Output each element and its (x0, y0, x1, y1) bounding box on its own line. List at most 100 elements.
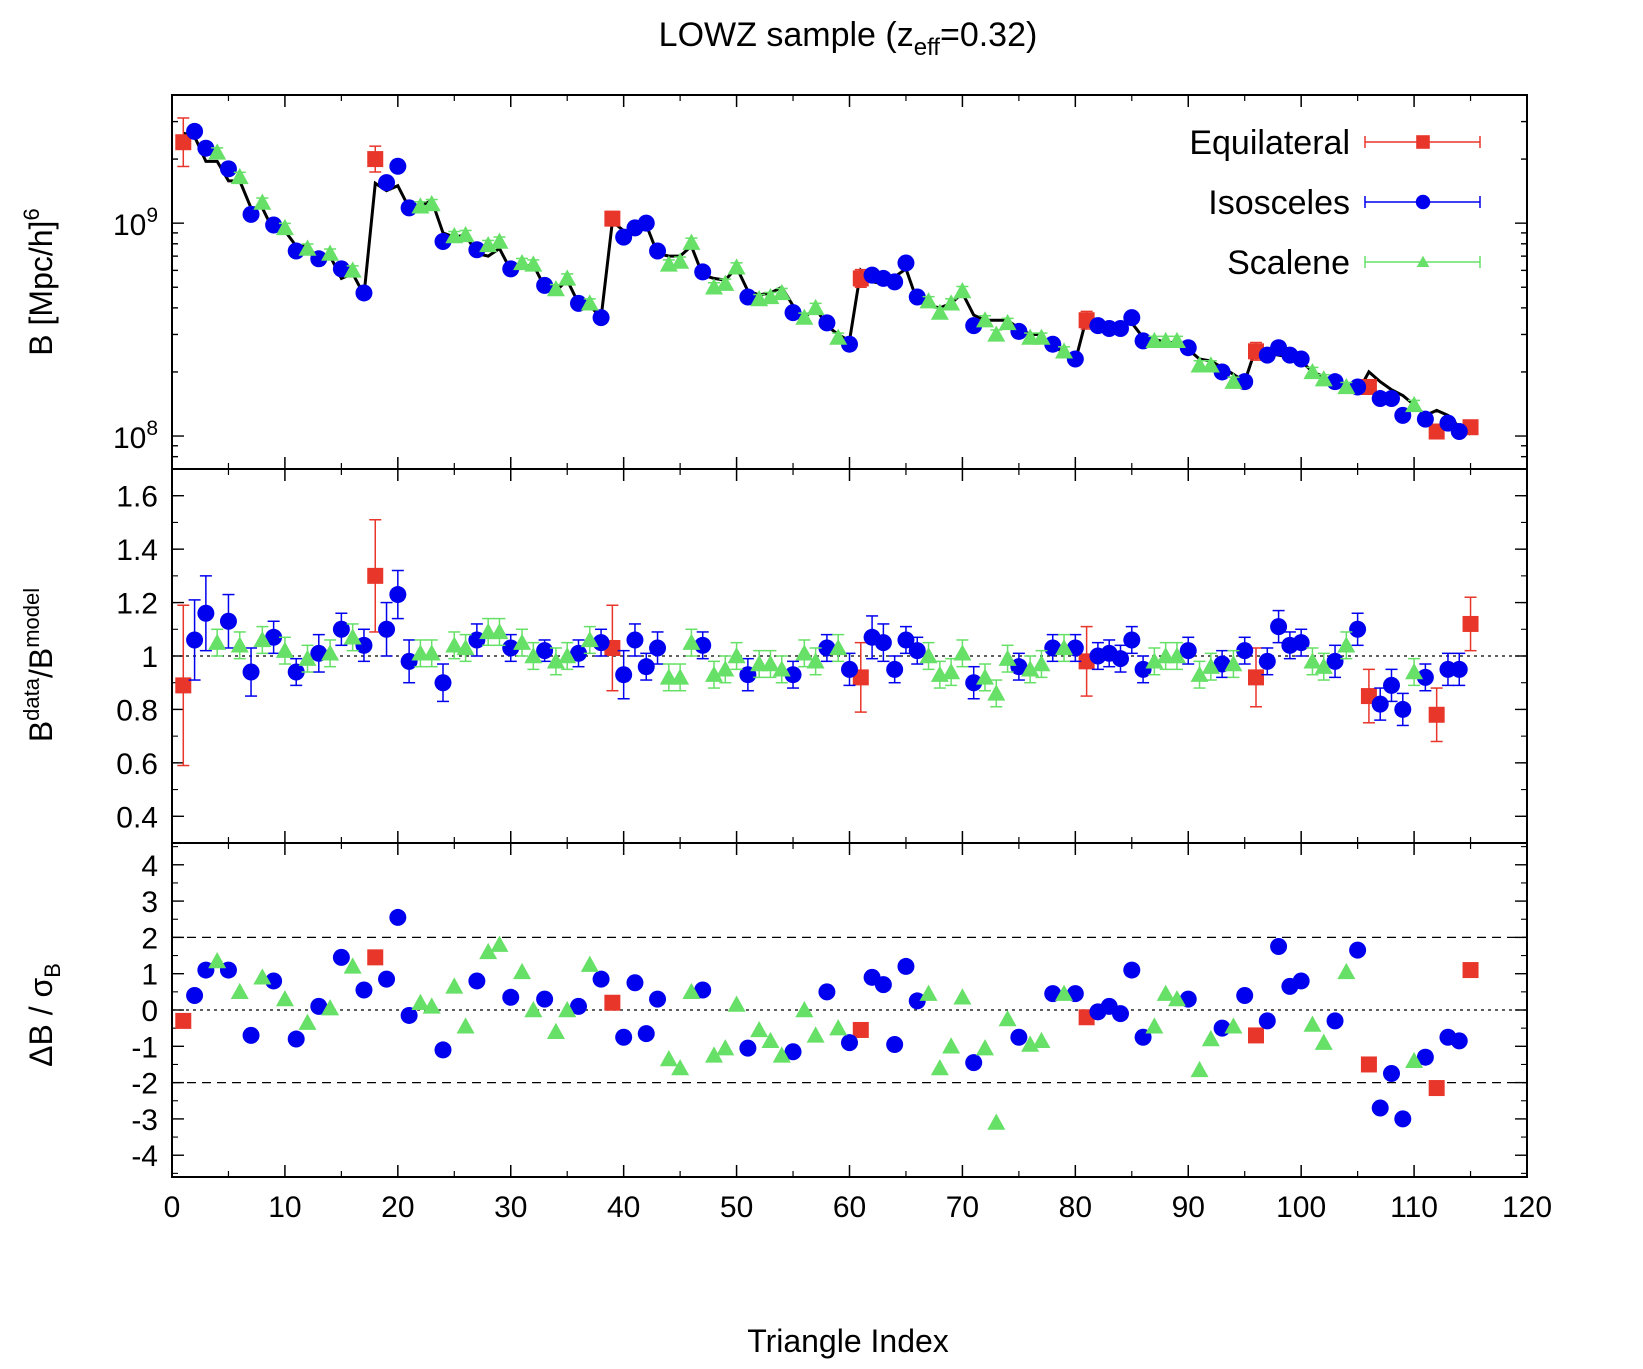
x-tick-label: 50 (720, 1191, 753, 1224)
marker-triangle (524, 647, 543, 664)
marker-triangle (580, 294, 599, 311)
marker-circle (874, 976, 892, 994)
marker-triangle (1314, 657, 1333, 674)
marker-triangle (1224, 372, 1243, 389)
marker-square (1428, 423, 1445, 440)
marker-circle (1112, 319, 1129, 337)
marker-triangle (524, 1001, 543, 1018)
marker-triangle (750, 655, 769, 672)
marker-triangle (558, 1001, 577, 1018)
marker-triangle (930, 303, 949, 320)
marker-triangle (298, 239, 317, 256)
marker-triangle (942, 294, 961, 311)
marker-triangle (513, 633, 532, 650)
marker-circle (1236, 986, 1254, 1004)
marker-triangle (1167, 331, 1186, 349)
marker-triangle (490, 935, 509, 952)
marker-triangle (1303, 652, 1322, 669)
marker-triangle (1337, 962, 1356, 980)
marker-triangle (716, 1039, 735, 1056)
marker-triangle (727, 258, 746, 275)
marker-circle (784, 304, 802, 322)
marker-circle (908, 288, 926, 306)
marker-circle (784, 1043, 802, 1061)
marker-circle (637, 214, 655, 232)
marker-circle (897, 254, 915, 272)
marker-circle (355, 284, 373, 302)
marker-triangle (919, 984, 938, 1001)
marker-square (175, 1012, 192, 1029)
marker-triangle (275, 990, 294, 1007)
marker-circle (1450, 660, 1468, 678)
x-tick-label: 70 (946, 1191, 979, 1224)
marker-circle (1236, 642, 1254, 660)
x-tick-label: 0 (164, 1191, 181, 1224)
marker-circle (265, 216, 283, 234)
marker-triangle (253, 968, 272, 985)
panel-bispectrum: 108 109 Equilateral Isosceles Scalene (113, 94, 1528, 470)
marker-triangle (1156, 647, 1175, 664)
marker-circle (841, 1034, 858, 1052)
marker-circle (1383, 390, 1400, 408)
marker-square (1428, 706, 1445, 723)
marker-circle (965, 674, 983, 692)
marker-circle (332, 948, 350, 966)
x-tick-label: 40 (607, 1191, 640, 1224)
marker-circle (1450, 423, 1468, 441)
marker-triangle (208, 633, 227, 650)
y-tick-label: 0.8 (116, 694, 158, 727)
legend-label: Scalene (1227, 244, 1350, 282)
marker-triangle (546, 652, 565, 669)
marker-circle (694, 263, 712, 281)
marker-triangle (1416, 255, 1430, 268)
marker-triangle (1405, 395, 1424, 413)
marker-triangle (479, 622, 498, 640)
marker-circle (186, 122, 204, 140)
marker-circle (186, 631, 204, 649)
marker-circle (570, 997, 587, 1015)
marker-circle (389, 586, 407, 604)
y-tick-label: 1 (141, 641, 158, 674)
marker-triangle (1032, 655, 1051, 672)
x-tick-label: 110 (1390, 1191, 1438, 1224)
legend-label: Equilateral (1189, 124, 1350, 162)
marker-circle (186, 986, 204, 1004)
marker-circle (1371, 1099, 1389, 1117)
marker-triangle (761, 1031, 780, 1049)
marker-circle (1010, 1028, 1028, 1046)
y-tick-label: 108 (113, 417, 158, 455)
marker-triangle (580, 630, 599, 648)
marker-circle (265, 972, 283, 990)
y-tick-label: 1 (141, 959, 158, 992)
marker-triangle (445, 977, 464, 994)
marker-circle (287, 663, 305, 681)
marker-circle (1270, 937, 1288, 955)
marker-circle (1179, 642, 1197, 660)
marker-circle (1394, 700, 1412, 718)
marker-triangle (230, 982, 249, 1000)
marker-triangle (546, 280, 565, 297)
marker-triangle (1055, 638, 1074, 656)
marker-circle (1383, 1065, 1400, 1083)
marker-circle (1416, 410, 1434, 428)
marker-triangle (253, 630, 272, 648)
y-axis-label-top: B [Mpc/h]6 (19, 208, 59, 355)
marker-triangle (716, 274, 735, 291)
y-tick-label: 1.6 (116, 481, 158, 514)
marker-circle (965, 1054, 983, 1072)
marker-triangle (795, 644, 814, 661)
marker-circle (265, 628, 283, 646)
marker-circle (1416, 668, 1434, 686)
marker-circle (1258, 652, 1276, 670)
marker-circle (897, 631, 915, 649)
marker-circle (886, 660, 904, 678)
marker-triangle (795, 1001, 814, 1018)
marker-triangle (953, 282, 972, 299)
x-tick-label: 120 (1502, 1191, 1552, 1224)
marker-circle (378, 620, 396, 638)
marker-circle (1450, 1032, 1468, 1050)
marker-triangle (1021, 660, 1040, 677)
marker-circle (536, 990, 554, 1008)
marker-triangle (208, 951, 227, 969)
marker-triangle (998, 313, 1017, 331)
